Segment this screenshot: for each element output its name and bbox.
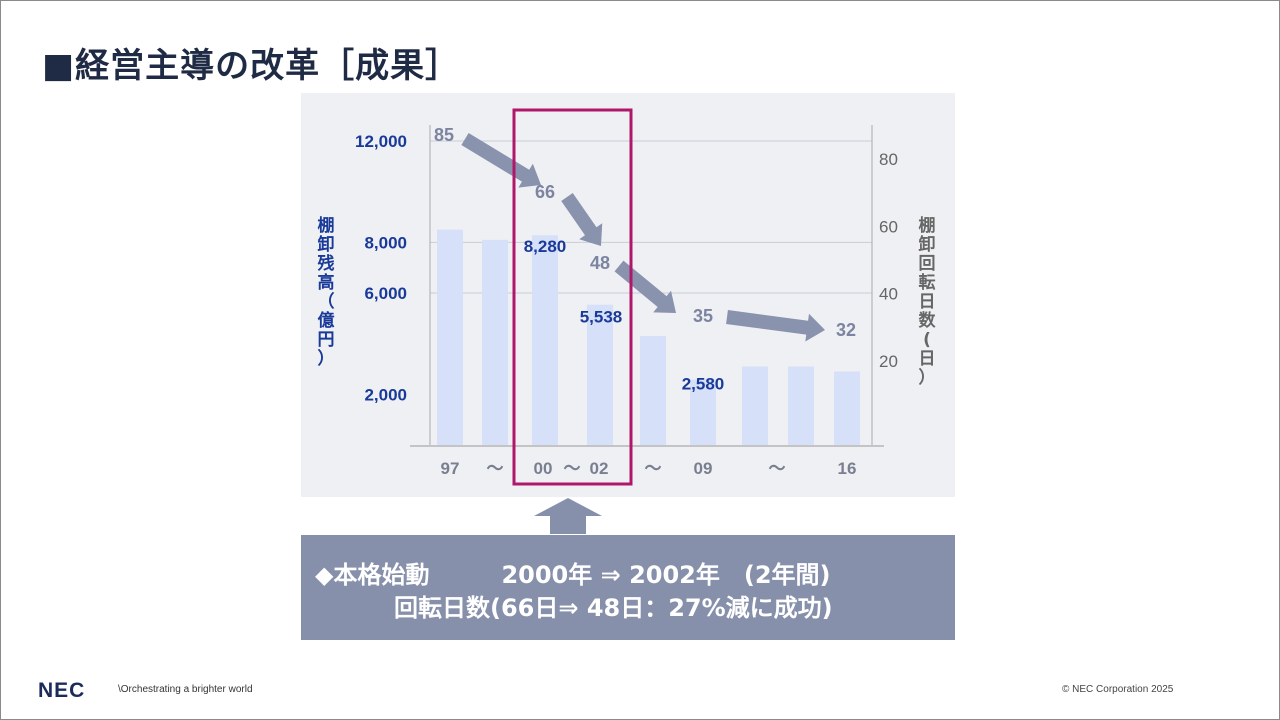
bar-6: [742, 366, 768, 445]
x-tick-label: 09: [694, 459, 713, 478]
highlight-rect: [512, 108, 633, 486]
trend-arrow: [561, 193, 603, 246]
bar-2: [532, 235, 558, 445]
footer-tagline: \Orchestrating a brighter world: [118, 684, 253, 695]
bar-8: [834, 371, 860, 445]
x-tick-label: 〜: [564, 459, 581, 478]
bar-4: [640, 336, 666, 445]
slide-title: ■経営主導の改革［成果］: [42, 46, 461, 86]
info-line-result: 回転日数(66日⇒ 48日：27%減に成功): [394, 594, 833, 622]
x-tick-label: 00: [534, 459, 553, 478]
right-axis-title-char: 日: [919, 349, 936, 369]
right-axis-title-char: 棚: [919, 215, 936, 236]
left-axis-title-char: （: [318, 291, 335, 312]
chart-axes: 12,0008,0006,0002,00080604020棚卸残高（億円）棚卸回…: [318, 125, 937, 447]
rate-label-85: 85: [434, 125, 454, 145]
highlight-box: [512, 108, 633, 486]
bar-5: [690, 379, 716, 445]
left-axis-title-char: 円: [318, 330, 335, 350]
right-tick-label: 60: [879, 217, 898, 236]
rate-label-48: 48: [590, 253, 610, 273]
left-axis-title-char: ）: [318, 348, 335, 369]
trend-arrow: [726, 310, 825, 342]
inventory-chart: 12,0008,0006,0002,00080604020棚卸残高（億円）棚卸回…: [318, 108, 937, 486]
right-axis-title-char: ）: [919, 367, 936, 388]
trend-arrow: [614, 260, 676, 313]
rate-label-66: 66: [535, 182, 555, 202]
x-tick-label: 02: [590, 459, 609, 478]
info-box: ◆本格始動 2000年 ⇒ 2002年 (2年間) 回転日数(66日⇒ 48日：…: [301, 535, 955, 640]
x-tick-label: 〜: [769, 459, 786, 478]
x-tick-label: 16: [838, 459, 857, 478]
right-tick-label: 80: [879, 150, 898, 169]
left-tick-label: 8,000: [364, 233, 407, 252]
rate-label-35: 35: [693, 306, 713, 326]
left-axis-title-char: 残: [318, 253, 335, 274]
left-tick-label: 2,000: [364, 385, 407, 404]
trend-arrow: [461, 133, 541, 188]
right-axis-title-char: 転: [919, 272, 936, 293]
rate-label-32: 32: [836, 320, 856, 340]
chart-labels: 97 〜 00 〜 02 〜 09 〜 16 8,280 5,538 2,580 85 66 48 35 32: [434, 125, 856, 478]
bar-1: [482, 239, 508, 445]
trend-arrows: [461, 133, 825, 342]
right-axis-title-char: 卸: [919, 234, 936, 255]
bar-value-label: 5,538: [580, 308, 623, 327]
bar-7: [788, 366, 814, 445]
left-tick-label: 6,000: [364, 284, 407, 303]
bar-0: [437, 229, 463, 445]
left-axis-title-char: 高: [318, 272, 335, 293]
bar-value-label: 8,280: [524, 237, 567, 256]
x-tick-label: 97: [441, 459, 460, 478]
nec-logo: NEC: [38, 679, 86, 702]
right-axis-title-char: 日: [919, 292, 936, 312]
right-axis-title-char: 数: [919, 310, 937, 331]
left-axis-title-char: 棚: [318, 215, 335, 236]
left-tick-label: 12,000: [355, 132, 407, 151]
x-tick-label: 〜: [487, 459, 504, 478]
up-arrow-icon: [534, 498, 602, 534]
left-axis-title-char: 卸: [318, 234, 335, 255]
footer-copyright: © NEC Corporation 2025: [1062, 684, 1174, 695]
left-axis-title-char: 億: [318, 310, 335, 331]
x-tick-label: 〜: [645, 459, 662, 478]
right-axis-title-char: (: [923, 330, 931, 350]
bar-value-label: 2,580: [682, 375, 725, 394]
right-axis-title-char: 回: [919, 254, 936, 274]
bar-3: [587, 304, 613, 445]
right-tick-label: 20: [879, 352, 898, 371]
right-tick-label: 40: [879, 285, 898, 304]
info-line-start: ◆本格始動 2000年 ⇒ 2002年 (2年間): [315, 561, 831, 589]
chart-bars: [437, 229, 860, 445]
